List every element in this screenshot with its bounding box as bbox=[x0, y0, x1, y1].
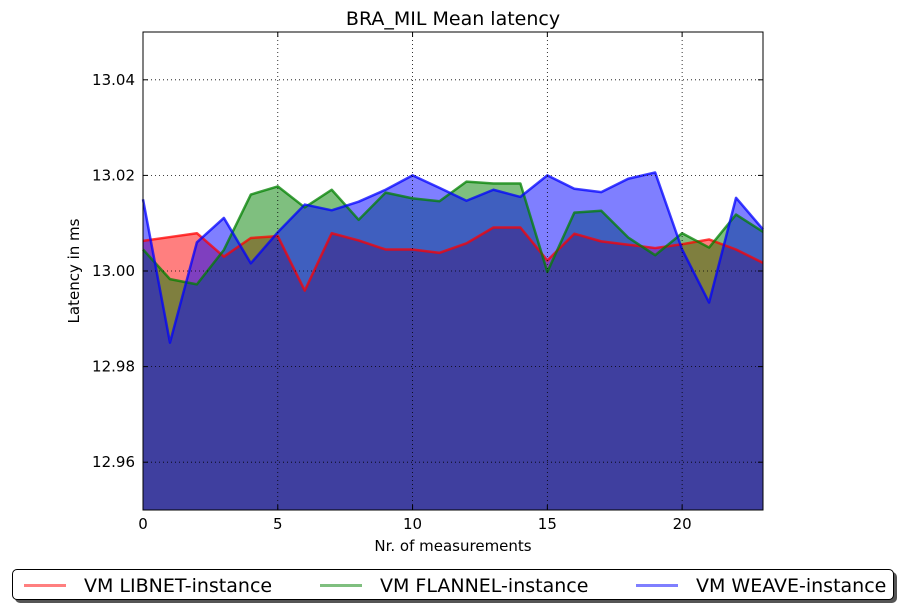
x-tick-label: 5 bbox=[273, 515, 283, 533]
legend-item-weave: VM WEAVE-instance bbox=[636, 570, 886, 601]
legend-swatch-libnet bbox=[24, 584, 66, 587]
x-tick-label: 15 bbox=[538, 515, 557, 533]
series-lines bbox=[141, 171, 764, 344]
grid-lines bbox=[142, 32, 763, 510]
series-areas bbox=[143, 172, 763, 511]
x-tick-label: 0 bbox=[138, 515, 148, 533]
y-tick-label: 13.00 bbox=[92, 262, 135, 280]
legend-swatch-flannel bbox=[320, 584, 362, 587]
y-tick-label: 12.98 bbox=[92, 358, 135, 376]
y-tick-label: 12.96 bbox=[92, 453, 135, 471]
series-line-2 bbox=[141, 171, 764, 344]
x-tick-label: 20 bbox=[673, 515, 692, 533]
chart-title: BRA_MIL Mean latency bbox=[346, 8, 560, 30]
legend-item-libnet: VM LIBNET-instance bbox=[24, 570, 272, 601]
legend-label-libnet: VM LIBNET-instance bbox=[84, 574, 273, 597]
y-tick-label: 13.04 bbox=[92, 71, 135, 89]
axis-ticks: 0 5 10 15 20 12.96 12.98 13.00 13.02 13.04 bbox=[92, 32, 763, 533]
legend-swatch-weave bbox=[636, 584, 678, 587]
series-line-1 bbox=[142, 180, 764, 286]
y-axis-label: Latency in ms bbox=[65, 218, 83, 323]
series-area-2 bbox=[143, 172, 763, 510]
series-line-0 bbox=[142, 226, 764, 292]
legend-label-flannel: VM FLANNEL-instance bbox=[380, 574, 589, 597]
x-tick-label: 10 bbox=[403, 515, 422, 533]
legend-label-weave: VM WEAVE-instance bbox=[696, 574, 887, 597]
y-tick-label: 13.02 bbox=[92, 166, 135, 184]
legend: VM LIBNET-instance VM FLANNEL-instance V… bbox=[12, 569, 894, 600]
legend-item-flannel: VM FLANNEL-instance bbox=[320, 570, 588, 601]
x-axis-label: Nr. of measurements bbox=[374, 537, 531, 555]
